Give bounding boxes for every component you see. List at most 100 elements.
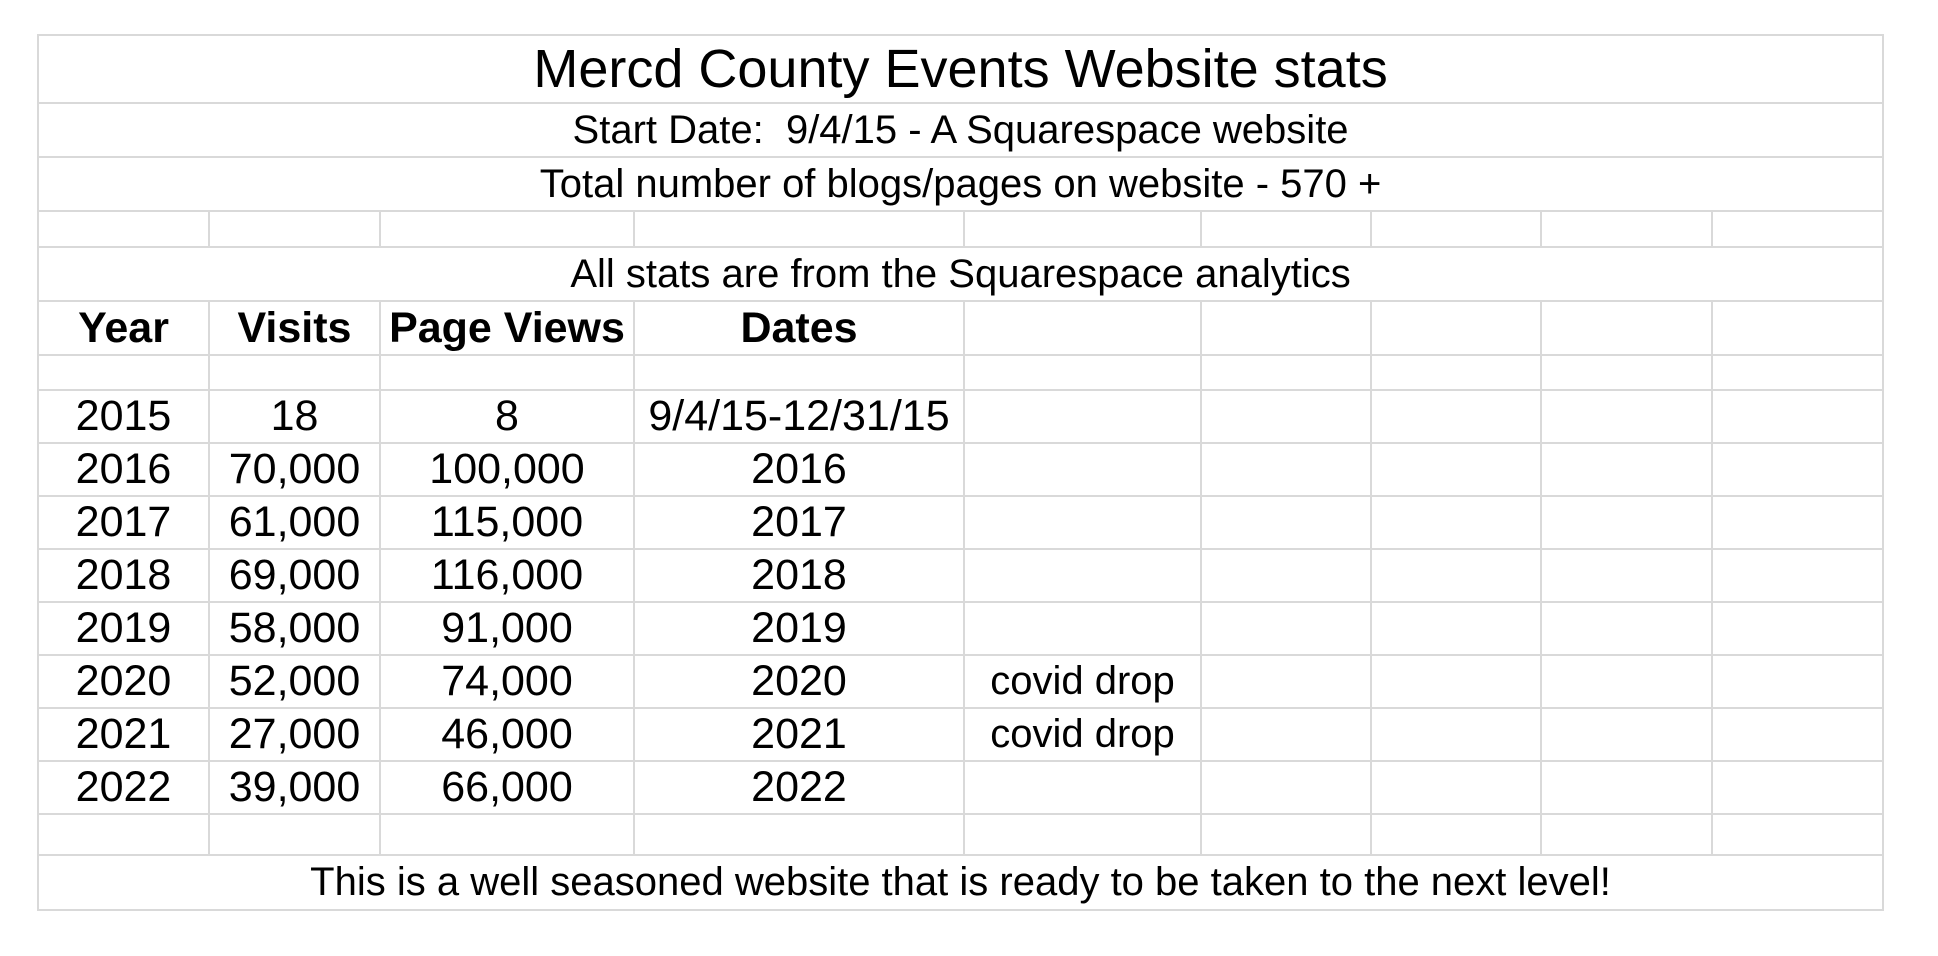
empty-cell bbox=[37, 813, 210, 856]
table-row-2015: 2015 18 8 9/4/15-12/31/15 bbox=[37, 389, 1885, 444]
empty-cell bbox=[208, 354, 381, 391]
page-views-cell: 115,000 bbox=[379, 495, 635, 550]
empty-cell bbox=[1200, 601, 1372, 656]
table-row-2019: 2019 58,000 91,000 2019 bbox=[37, 601, 1885, 656]
empty-cell bbox=[1540, 495, 1713, 550]
empty-cell bbox=[1200, 210, 1372, 248]
empty-cell bbox=[963, 210, 1202, 248]
empty-cell bbox=[633, 813, 965, 856]
empty-cell bbox=[1540, 760, 1713, 815]
empty-cell bbox=[963, 813, 1202, 856]
empty-cell bbox=[1710, 354, 1885, 391]
page-views-cell: 100,000 bbox=[379, 442, 635, 497]
empty-cell bbox=[208, 813, 381, 856]
empty-cell bbox=[1200, 495, 1372, 550]
table-row-2021: 2021 27,000 46,000 2021 covid drop bbox=[37, 707, 1885, 762]
table-row-2022: 2022 39,000 66,000 2022 bbox=[37, 760, 1885, 815]
analytics-note-row: All stats are from the Squarespace analy… bbox=[36, 246, 1885, 302]
page-views-cell: 8 bbox=[379, 389, 635, 444]
visits-cell: 70,000 bbox=[208, 442, 381, 497]
table-row-2020: 2020 52,000 74,000 2020 covid drop bbox=[37, 654, 1885, 709]
empty-cell bbox=[1200, 300, 1372, 356]
empty-cell bbox=[1540, 442, 1713, 497]
dates-cell: 2022 bbox=[633, 760, 965, 815]
table-row-2018: 2018 69,000 116,000 2018 bbox=[37, 548, 1885, 603]
dates-cell: 9/4/15-12/31/15 bbox=[633, 389, 965, 444]
empty-cell bbox=[1370, 354, 1542, 391]
footer-note-text: This is a well seasoned website that is … bbox=[36, 854, 1885, 911]
footer-note-row: This is a well seasoned website that is … bbox=[36, 854, 1885, 911]
spacer-row bbox=[37, 813, 1885, 856]
year-cell: 2017 bbox=[37, 495, 210, 550]
empty-cell bbox=[1540, 300, 1713, 356]
dates-cell: 2021 bbox=[633, 707, 965, 762]
page-title: Mercd County Events Website stats bbox=[36, 34, 1885, 104]
empty-cell bbox=[1200, 389, 1372, 444]
blogs-count-row: Total number of blogs/pages on website -… bbox=[36, 156, 1885, 212]
year-cell: 2022 bbox=[37, 760, 210, 815]
empty-cell bbox=[633, 354, 965, 391]
visits-cell: 39,000 bbox=[208, 760, 381, 815]
dates-cell: 2019 bbox=[633, 601, 965, 656]
column-header-visits: Visits bbox=[208, 300, 381, 356]
empty-cell bbox=[1540, 707, 1713, 762]
empty-cell bbox=[1370, 548, 1542, 603]
empty-cell bbox=[1370, 813, 1542, 856]
page-views-cell: 66,000 bbox=[379, 760, 635, 815]
stats-table: Mercd County Events Website stats Start … bbox=[36, 34, 1885, 911]
year-cell: 2016 bbox=[37, 442, 210, 497]
spreadsheet-page: Mercd County Events Website stats Start … bbox=[36, 34, 1885, 911]
empty-cell bbox=[1200, 707, 1372, 762]
empty-cell bbox=[1710, 210, 1885, 248]
table-row-2016: 2016 70,000 100,000 2016 bbox=[37, 442, 1885, 497]
title-row: Mercd County Events Website stats bbox=[36, 34, 1885, 104]
note-cell bbox=[963, 548, 1202, 603]
empty-cell bbox=[1370, 760, 1542, 815]
empty-cell bbox=[1200, 654, 1372, 709]
empty-cell bbox=[1540, 354, 1713, 391]
empty-cell bbox=[379, 813, 635, 856]
empty-cell bbox=[1710, 654, 1885, 709]
table-row-2017: 2017 61,000 115,000 2017 bbox=[37, 495, 1885, 550]
page-views-cell: 46,000 bbox=[379, 707, 635, 762]
empty-cell bbox=[1370, 601, 1542, 656]
spacer-row bbox=[37, 210, 1885, 248]
page-views-cell: 116,000 bbox=[379, 548, 635, 603]
empty-cell bbox=[37, 354, 210, 391]
dates-cell: 2020 bbox=[633, 654, 965, 709]
year-cell: 2020 bbox=[37, 654, 210, 709]
note-cell bbox=[963, 389, 1202, 444]
empty-cell bbox=[379, 354, 635, 391]
note-cell bbox=[963, 495, 1202, 550]
empty-cell bbox=[1540, 389, 1713, 444]
dates-cell: 2017 bbox=[633, 495, 965, 550]
note-cell bbox=[963, 760, 1202, 815]
empty-cell bbox=[1540, 813, 1713, 856]
spacer-row bbox=[37, 354, 1885, 391]
empty-cell bbox=[379, 210, 635, 248]
empty-cell bbox=[37, 210, 210, 248]
empty-cell bbox=[1710, 760, 1885, 815]
empty-cell bbox=[1710, 389, 1885, 444]
column-header-year: Year bbox=[37, 300, 210, 356]
visits-cell: 61,000 bbox=[208, 495, 381, 550]
visits-cell: 18 bbox=[208, 389, 381, 444]
empty-cell bbox=[1200, 760, 1372, 815]
note-cell: covid drop bbox=[963, 707, 1202, 762]
empty-cell bbox=[1540, 601, 1713, 656]
empty-cell bbox=[1370, 495, 1542, 550]
visits-cell: 52,000 bbox=[208, 654, 381, 709]
column-header-dates: Dates bbox=[633, 300, 965, 356]
start-date-text: Start Date: 9/4/15 - A Squarespace websi… bbox=[36, 102, 1885, 158]
empty-cell bbox=[1200, 813, 1372, 856]
dates-cell: 2016 bbox=[633, 442, 965, 497]
empty-cell bbox=[1710, 300, 1885, 356]
empty-cell bbox=[1540, 654, 1713, 709]
empty-cell bbox=[1710, 707, 1885, 762]
empty-cell bbox=[1370, 389, 1542, 444]
empty-cell bbox=[1710, 495, 1885, 550]
header-row: Year Visits Page Views Dates bbox=[37, 300, 1885, 356]
year-cell: 2021 bbox=[37, 707, 210, 762]
year-cell: 2015 bbox=[37, 389, 210, 444]
year-cell: 2018 bbox=[37, 548, 210, 603]
